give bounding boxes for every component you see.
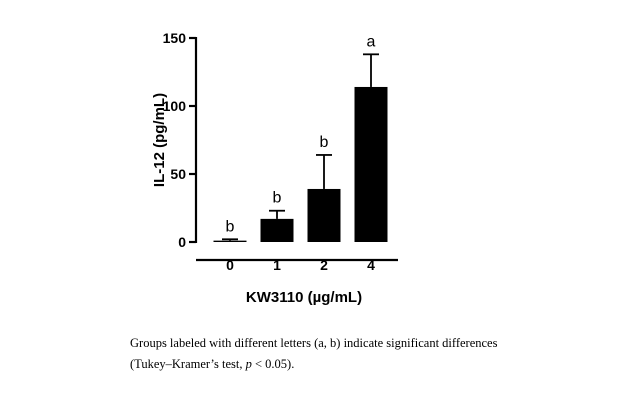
bar <box>213 240 247 242</box>
x-tick-label: 2 <box>320 257 328 273</box>
bar <box>354 86 388 243</box>
y-tick-label: 0 <box>178 234 186 250</box>
bars: b b b a <box>213 33 388 243</box>
significance-letter: b <box>226 218 235 235</box>
significance-letter: b <box>273 190 282 207</box>
bar-chart: 0 50 100 150 b b b a 0 1 2 4 IL-12 (pg/mL) KW3110… <box>151 30 398 306</box>
x-tick-label: 4 <box>367 257 375 273</box>
significance-letter: a <box>367 33 376 50</box>
y-axis-label: IL-12 (pg/mL) <box>151 93 168 187</box>
caption-line-2-suffix: < 0.05). <box>251 357 295 371</box>
y-tick-label: 150 <box>163 30 187 46</box>
x-ticks: 0 1 2 4 <box>226 257 375 273</box>
x-tick-label: 0 <box>226 257 234 273</box>
caption-line-1: Groups labeled with different letters (a… <box>130 336 498 350</box>
caption-line-2-prefix: (Tukey–Kramer’s test, <box>130 357 246 371</box>
caption-line-2: (Tukey–Kramer’s test, p < 0.05). <box>130 354 610 375</box>
x-axis-label: KW3110 (µg/mL) <box>246 289 362 306</box>
figure-caption: Groups labeled with different letters (a… <box>130 333 610 375</box>
y-tick-label: 50 <box>170 166 186 182</box>
bar <box>307 188 341 242</box>
y-ticks: 0 50 100 150 <box>163 30 196 250</box>
x-tick-label: 1 <box>273 257 281 273</box>
caption-p-symbol: p <box>245 357 252 371</box>
significance-letter: b <box>320 134 329 151</box>
y-tick-label: 100 <box>163 98 187 114</box>
bar <box>260 218 294 242</box>
